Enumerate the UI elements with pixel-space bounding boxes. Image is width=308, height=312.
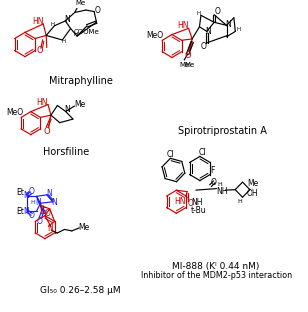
Text: O: O <box>211 178 217 187</box>
Text: O: O <box>184 51 191 60</box>
Text: HN: HN <box>175 197 186 206</box>
Text: N: N <box>64 105 70 115</box>
Text: O: O <box>29 211 35 220</box>
Text: H: H <box>50 22 54 27</box>
Text: Spirotriprostatin A: Spirotriprostatin A <box>177 126 266 136</box>
Text: H: H <box>197 11 201 16</box>
Text: Me: Me <box>74 100 85 109</box>
Text: N: N <box>23 191 29 200</box>
Text: O: O <box>44 127 51 136</box>
Text: Mitraphylline: Mitraphylline <box>49 76 113 86</box>
Text: Et: Et <box>17 207 24 216</box>
Text: Inhibitor of the MDM2-p53 interaction: Inhibitor of the MDM2-p53 interaction <box>140 271 292 280</box>
Text: Et: Et <box>17 188 24 197</box>
Text: H: H <box>218 182 222 187</box>
Text: MeO: MeO <box>146 31 164 40</box>
Text: Cl: Cl <box>167 150 174 159</box>
Text: OH: OH <box>247 189 259 198</box>
Text: H: H <box>62 39 66 44</box>
Text: N: N <box>46 189 52 198</box>
Text: t-Bu: t-Bu <box>190 206 206 215</box>
Text: N: N <box>23 207 29 216</box>
Text: O: O <box>214 7 220 16</box>
Text: N: N <box>47 224 53 233</box>
Text: H: H <box>30 201 35 206</box>
Text: N: N <box>225 20 231 29</box>
Text: S: S <box>42 207 47 216</box>
Text: O: O <box>188 199 193 207</box>
Text: H: H <box>236 27 240 32</box>
Text: HN: HN <box>36 98 48 107</box>
Text: O: O <box>45 209 51 218</box>
Text: O: O <box>95 6 101 15</box>
Text: Me: Me <box>78 223 90 232</box>
Text: Horsfiline: Horsfiline <box>43 147 89 157</box>
Text: HN: HN <box>32 17 44 26</box>
Text: MI-888 (Kᴵ 0.44 nM): MI-888 (Kᴵ 0.44 nM) <box>172 262 260 271</box>
Text: GI₅₀ 0.26–2.58 μM: GI₅₀ 0.26–2.58 μM <box>40 285 121 295</box>
Text: F: F <box>210 165 214 174</box>
Text: N: N <box>51 198 57 207</box>
Text: N: N <box>64 15 70 24</box>
Text: H: H <box>237 199 242 204</box>
Text: O: O <box>37 217 43 226</box>
Text: NH: NH <box>192 198 203 207</box>
Text: Me: Me <box>75 0 86 6</box>
Text: O: O <box>29 187 35 196</box>
Text: N: N <box>35 197 41 207</box>
Text: NH: NH <box>216 187 228 196</box>
Text: HN: HN <box>177 22 188 31</box>
Text: COOMe: COOMe <box>74 29 99 36</box>
Text: MeO: MeO <box>7 108 24 117</box>
Text: Cl: Cl <box>199 148 207 157</box>
Text: Me: Me <box>179 62 189 68</box>
Text: N: N <box>205 27 211 36</box>
Text: Me: Me <box>247 179 258 188</box>
Text: O: O <box>36 46 43 55</box>
Text: O: O <box>201 42 207 51</box>
Text: Me: Me <box>184 62 194 68</box>
Text: H: H <box>74 32 78 37</box>
